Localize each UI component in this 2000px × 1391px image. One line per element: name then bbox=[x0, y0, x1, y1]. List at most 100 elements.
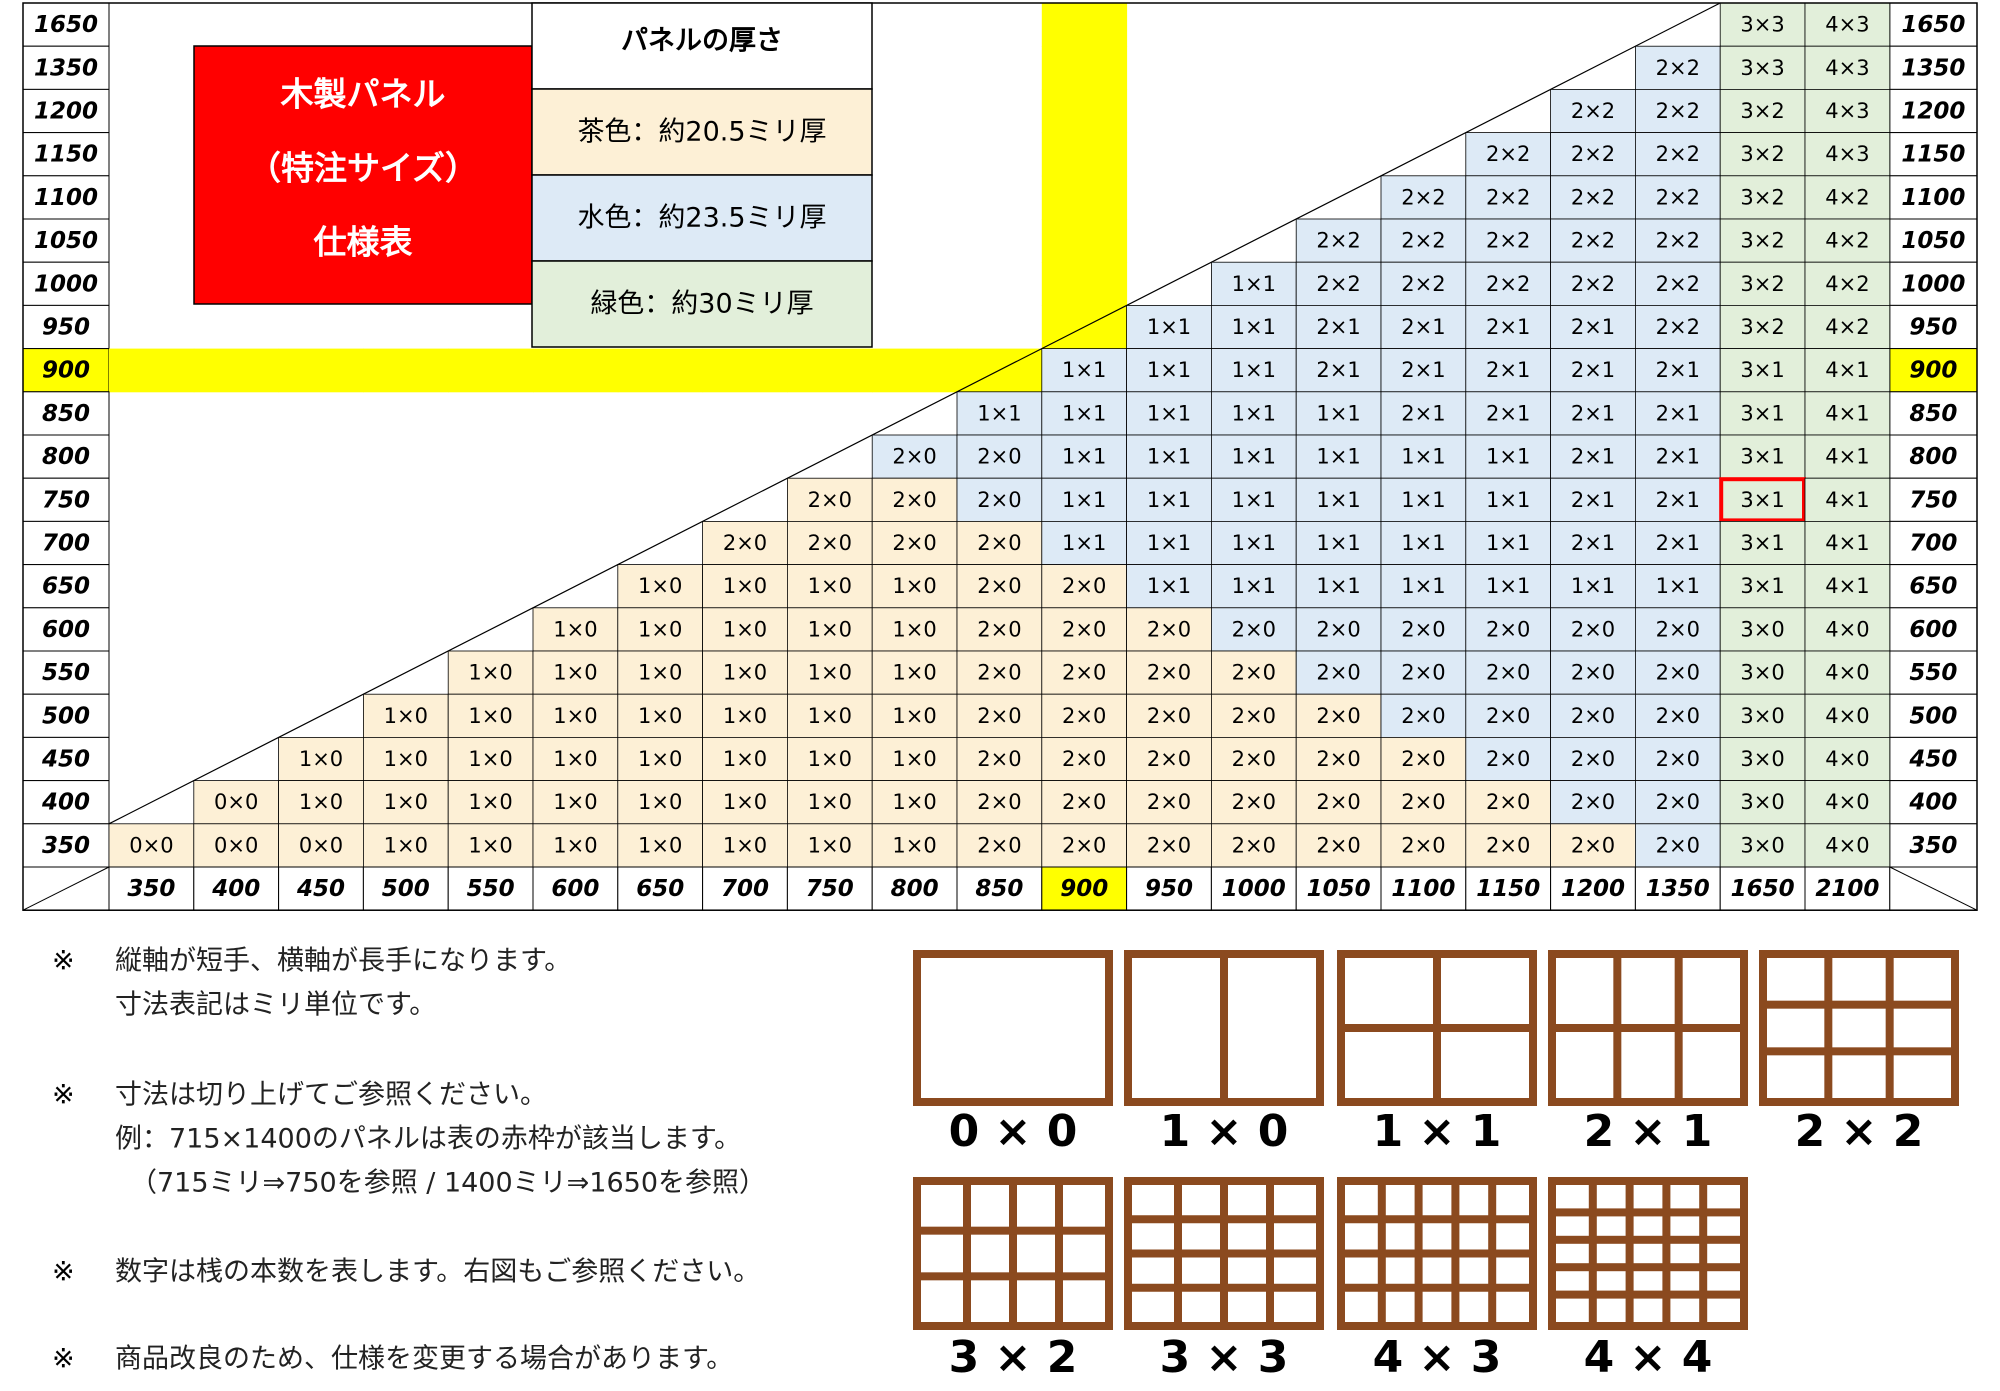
cell-value: 1×1 bbox=[1232, 488, 1276, 512]
cell bbox=[1380, 304, 1467, 349]
axis-label: 650 bbox=[42, 574, 90, 600]
cell bbox=[1126, 304, 1212, 349]
label-cell bbox=[1889, 607, 1978, 652]
cell-value: 4×3 bbox=[1825, 56, 1869, 80]
cell-value: 2×1 bbox=[1486, 315, 1530, 339]
cell-value: 2×2 bbox=[1486, 142, 1530, 166]
cell bbox=[956, 780, 1043, 825]
cell-value: 1×1 bbox=[1401, 531, 1445, 555]
mullion bbox=[1767, 1047, 1951, 1056]
cell bbox=[1804, 780, 1891, 825]
cell-value: 1×1 bbox=[1316, 574, 1360, 598]
cell bbox=[1719, 477, 1806, 522]
cell-value: 2×0 bbox=[1147, 747, 1191, 771]
cell-value: 2×2 bbox=[1486, 229, 1530, 253]
cell bbox=[1465, 261, 1552, 306]
cell-value: 1×0 bbox=[892, 790, 936, 814]
cell-value: 3×1 bbox=[1740, 574, 1784, 598]
mullion bbox=[1699, 1185, 1708, 1322]
cell bbox=[617, 607, 703, 652]
axis-label: 1100 bbox=[1391, 876, 1455, 902]
highlight-band bbox=[787, 348, 873, 393]
cell bbox=[1635, 823, 1721, 868]
panel-label: 4 × 3 bbox=[1373, 1332, 1502, 1383]
axis-label: 700 bbox=[1909, 531, 1957, 557]
axis-label: 350 bbox=[127, 876, 175, 902]
cell-value: 1×1 bbox=[1062, 358, 1106, 382]
cell-value: 2×2 bbox=[1571, 99, 1615, 123]
cell bbox=[1465, 564, 1552, 609]
cell-value: 1×0 bbox=[468, 747, 512, 771]
cell-value: 2×2 bbox=[1486, 272, 1530, 296]
mullion bbox=[1885, 958, 1894, 1098]
panel-frame bbox=[1759, 950, 1959, 1106]
legend-item bbox=[531, 260, 873, 348]
cell-value: 3×2 bbox=[1740, 272, 1784, 296]
cell-value: 3×2 bbox=[1740, 229, 1784, 253]
mullion bbox=[1556, 1024, 1740, 1032]
cell-value: 2×0 bbox=[1316, 661, 1360, 685]
note-marker: ※ bbox=[52, 1344, 75, 1375]
axis-label: 750 bbox=[806, 876, 854, 902]
axis-label: 450 bbox=[296, 876, 345, 902]
cell-value: 2×2 bbox=[1656, 99, 1700, 123]
label-cell bbox=[22, 736, 110, 782]
label-cell bbox=[1889, 736, 1978, 782]
cell-value: 2×0 bbox=[1401, 617, 1445, 641]
cell-value: 2×0 bbox=[1656, 617, 1700, 641]
cell-value: 4×3 bbox=[1825, 99, 1869, 123]
cell bbox=[1804, 2, 1891, 47]
cell-value: 2×2 bbox=[1656, 142, 1700, 166]
cell-value: 2×0 bbox=[1401, 747, 1445, 771]
cell bbox=[702, 737, 788, 782]
cell-value: 2×0 bbox=[977, 704, 1021, 728]
cell-value: 1×0 bbox=[468, 790, 512, 814]
cell bbox=[1465, 391, 1552, 436]
label-cell bbox=[22, 650, 110, 695]
cell-value: 2×0 bbox=[1316, 617, 1360, 641]
cell bbox=[1550, 132, 1636, 177]
cell-value: 3×2 bbox=[1740, 315, 1784, 339]
cell-value: 3×2 bbox=[1740, 185, 1784, 209]
cell bbox=[362, 737, 449, 782]
axis-label: 400 bbox=[211, 876, 260, 902]
corner-slash bbox=[22, 866, 110, 911]
cell-value: 2×0 bbox=[977, 833, 1021, 857]
mullion bbox=[1625, 1185, 1634, 1322]
cell bbox=[1804, 304, 1891, 349]
cell-value: 1×1 bbox=[1486, 574, 1530, 598]
cell-value: 4×2 bbox=[1825, 315, 1869, 339]
cell bbox=[1635, 693, 1721, 738]
corner-slash bbox=[1889, 866, 1978, 911]
axis-label: 600 bbox=[42, 617, 90, 643]
cell bbox=[1465, 693, 1552, 738]
cell bbox=[617, 564, 703, 609]
cell bbox=[1550, 650, 1636, 695]
label-cell bbox=[1889, 304, 1978, 350]
highlight-band bbox=[1041, 3, 1128, 47]
mullion bbox=[1345, 1215, 1529, 1224]
axis-label: 950 bbox=[1909, 315, 1957, 341]
column-label-cell bbox=[1465, 866, 1552, 911]
cell-value: 1×0 bbox=[808, 833, 852, 857]
cell-value: 2×0 bbox=[1232, 617, 1276, 641]
cell-value: 4×3 bbox=[1825, 13, 1869, 37]
cell bbox=[1295, 304, 1382, 349]
cell-value: 2×2 bbox=[1571, 229, 1615, 253]
cell-value: 2×1 bbox=[1656, 488, 1700, 512]
diagonal bbox=[108, 2, 1721, 825]
cell bbox=[1380, 564, 1467, 609]
highlight-band bbox=[448, 348, 534, 393]
cell-value: 2×0 bbox=[977, 531, 1021, 555]
title-line: 木製パネル bbox=[280, 75, 446, 114]
cell bbox=[1380, 521, 1467, 566]
cell-value: 1×0 bbox=[723, 790, 767, 814]
cell-value: 1×1 bbox=[1232, 358, 1276, 382]
cell-value: 1×0 bbox=[384, 833, 428, 857]
cell-value: 0×0 bbox=[129, 833, 173, 857]
label-cell bbox=[22, 2, 110, 47]
cell-value: 2×2 bbox=[1486, 185, 1530, 209]
cell-value: 1×0 bbox=[638, 833, 682, 857]
cell bbox=[1719, 132, 1806, 177]
cell bbox=[1804, 607, 1891, 652]
